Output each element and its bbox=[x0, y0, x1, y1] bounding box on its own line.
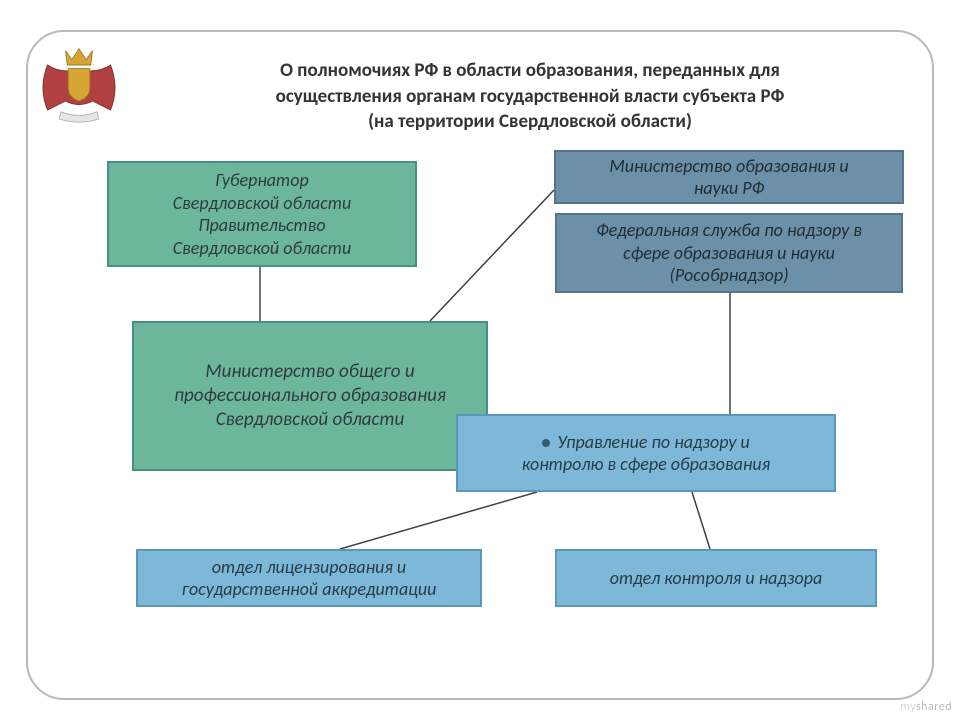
node-dept-control: отдел контроля и надзора bbox=[555, 549, 877, 607]
node-ministry-region: Министерство общего ипрофессионального о… bbox=[132, 321, 488, 471]
node-dept-licensing: отдел лицензирования игосударственной ак… bbox=[136, 549, 482, 607]
node-supervision-dept: Управление по надзору иконтролю в сфере … bbox=[456, 414, 836, 492]
crown-shape bbox=[66, 49, 93, 65]
watermark-my: my bbox=[900, 700, 916, 714]
watermark: myshared bbox=[900, 700, 952, 714]
node-ministry-rf: Министерство образования инауки РФ bbox=[554, 150, 904, 204]
node-governor: ГубернаторСвердловской областиПравительс… bbox=[107, 161, 417, 267]
watermark-shared: shared bbox=[916, 700, 952, 714]
slide-title: О полномочиях РФ в области образования, … bbox=[165, 58, 895, 135]
coat-of-arms-icon bbox=[34, 38, 124, 128]
shield-shape bbox=[68, 69, 90, 101]
banner-shape bbox=[59, 112, 99, 122]
node-rosobrnadzor: Федеральная служба по надзору всфере обр… bbox=[555, 213, 903, 293]
slide: О полномочиях РФ в области образования, … bbox=[0, 0, 960, 720]
